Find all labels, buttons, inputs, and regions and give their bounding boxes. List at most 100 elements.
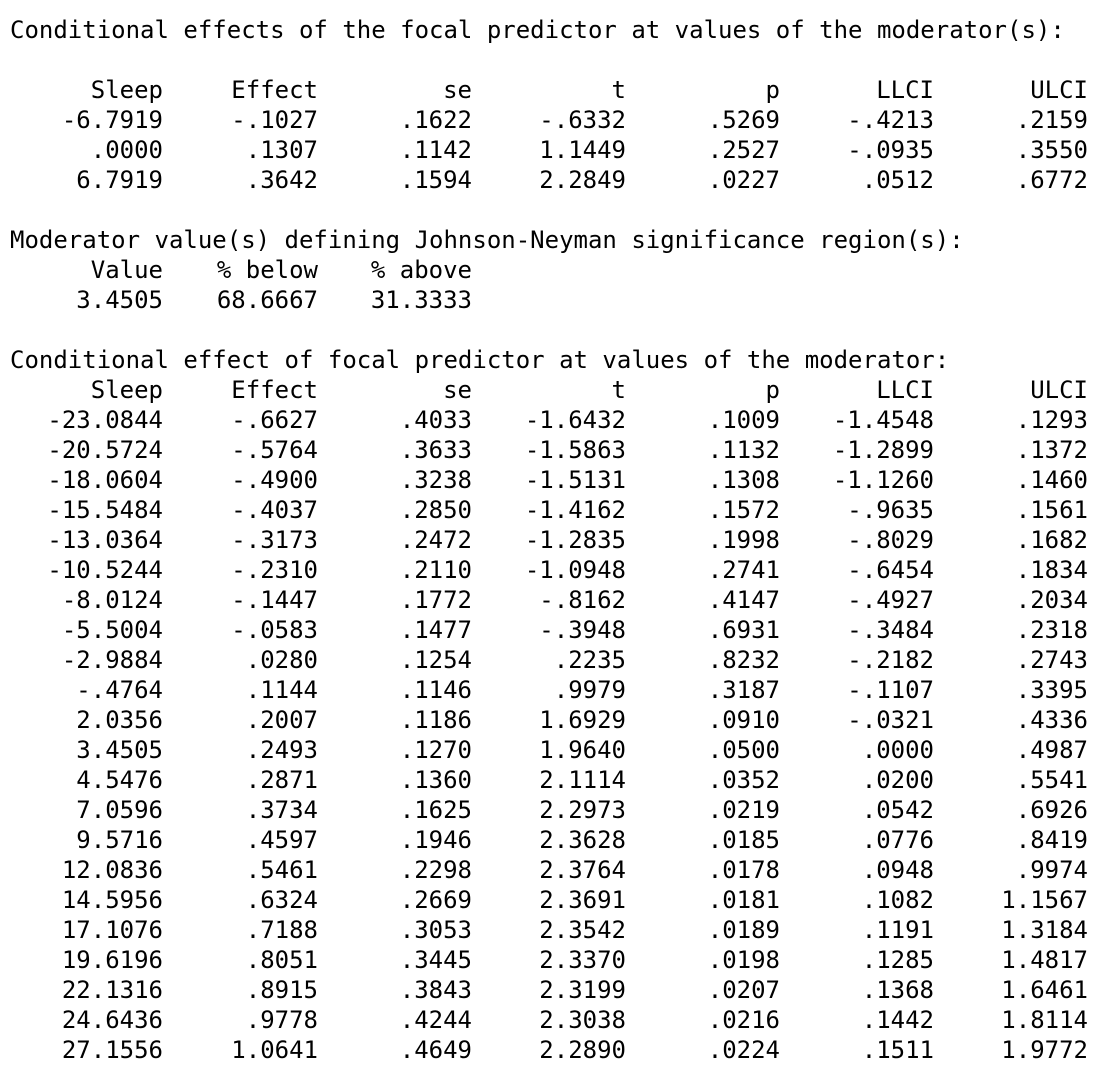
- ulci-cell: .3550: [1015, 136, 1088, 164]
- column-header-percent-above: % above: [370, 256, 472, 284]
- t-cell: 2.3542: [539, 916, 626, 944]
- column-header-p: p: [765, 376, 780, 404]
- effect-cell: -.4037: [231, 496, 318, 524]
- effect-cell: -.3173: [231, 526, 318, 554]
- section2-heading: Moderator value(s) defining Johnson-Neym…: [10, 226, 964, 254]
- llci-cell: .0000: [861, 736, 934, 764]
- se-cell: .1622: [399, 106, 472, 134]
- jn-percent-above: 31.3333: [370, 286, 472, 314]
- column-header-percent-below: % below: [216, 256, 318, 284]
- p-cell: .6931: [707, 616, 780, 644]
- ulci-cell: 1.9772: [1001, 1036, 1088, 1064]
- table-row: -13.0364 -.3173 .2472 -1.2835 .1998 -.8029 .16…: [0, 525, 1116, 555]
- table-row: -15.5484 -.4037 .2850 -1.4162 .1572 -.9635 .15…: [0, 495, 1116, 525]
- table-row: -6.7919 -.1027 .1622 -.6332 .5269 -.4213 .2159: [0, 105, 1116, 135]
- ulci-cell: .2743: [1015, 646, 1088, 674]
- section3-heading: Conditional effect of focal predictor at…: [10, 346, 950, 374]
- effect-cell: .8915: [245, 976, 318, 1004]
- ulci-cell: .8419: [1015, 826, 1088, 854]
- sleep-cell: 22.1316: [61, 976, 163, 1004]
- p-cell: .0181: [707, 886, 780, 914]
- se-cell: .1772: [399, 586, 472, 614]
- llci-cell: .0200: [861, 766, 934, 794]
- sleep-cell: .0000: [90, 136, 163, 164]
- ulci-cell: .4987: [1015, 736, 1088, 764]
- ulci-cell: .1372: [1015, 436, 1088, 464]
- t-cell: 2.3691: [539, 886, 626, 914]
- table-row: 12.0836 .5461 .2298 2.3764 .0178 .0948 .9974: [0, 855, 1116, 885]
- sleep-cell: 3.4505: [76, 736, 163, 764]
- ulci-cell: 1.3184: [1001, 916, 1088, 944]
- sleep-cell: 19.6196: [61, 946, 163, 974]
- t-cell: -1.4162: [524, 496, 626, 524]
- ulci-cell: .2318: [1015, 616, 1088, 644]
- effect-cell: -.4900: [231, 466, 318, 494]
- llci-cell: -.2182: [847, 646, 934, 674]
- t-cell: 2.2890: [539, 1036, 626, 1064]
- sleep-cell: -13.0364: [47, 526, 163, 554]
- se-cell: .2110: [399, 556, 472, 584]
- p-cell: .1009: [707, 406, 780, 434]
- table-row: -8.0124 -.1447 .1772 -.8162 .4147 -.4927 .2034: [0, 585, 1116, 615]
- column-header-t: t: [611, 76, 626, 104]
- table-row: 6.7919 .3642 .1594 2.2849 .0227 .0512 .6772: [0, 165, 1116, 195]
- p-cell: .1132: [707, 436, 780, 464]
- p-cell: .0910: [707, 706, 780, 734]
- sleep-cell: 7.0596: [76, 796, 163, 824]
- ulci-cell: .1561: [1015, 496, 1088, 524]
- se-cell: .2298: [399, 856, 472, 884]
- ulci-cell: .6772: [1015, 166, 1088, 194]
- ulci-cell: .5541: [1015, 766, 1088, 794]
- llci-cell: -.0321: [847, 706, 934, 734]
- ulci-cell: 1.1567: [1001, 886, 1088, 914]
- effect-cell: .1144: [245, 676, 318, 704]
- ulci-cell: .1293: [1015, 406, 1088, 434]
- table-row: -18.0604 -.4900 .3238 -1.5131 .1308 -1.1260 .1…: [0, 465, 1116, 495]
- sleep-cell: 9.5716: [76, 826, 163, 854]
- effect-cell: 1.0641: [231, 1036, 318, 1064]
- se-cell: .1186: [399, 706, 472, 734]
- se-cell: .1146: [399, 676, 472, 704]
- sleep-cell: -15.5484: [47, 496, 163, 524]
- table-row: 14.5956 .6324 .2669 2.3691 .0181 .1082 1.1567: [0, 885, 1116, 915]
- t-cell: -1.5863: [524, 436, 626, 464]
- sleep-cell: 6.7919: [76, 166, 163, 194]
- p-cell: .1308: [707, 466, 780, 494]
- t-cell: 2.3628: [539, 826, 626, 854]
- table-row: 3.4505 .2493 .1270 1.9640 .0500 .0000 .4987: [0, 735, 1116, 765]
- column-header-t: t: [611, 376, 626, 404]
- t-cell: -1.2835: [524, 526, 626, 554]
- llci-cell: .0512: [861, 166, 934, 194]
- se-cell: .3238: [399, 466, 472, 494]
- t-cell: 1.9640: [539, 736, 626, 764]
- se-cell: .1270: [399, 736, 472, 764]
- p-cell: .0185: [707, 826, 780, 854]
- column-header-sleep: Sleep: [90, 76, 163, 104]
- effect-cell: .0280: [245, 646, 318, 674]
- effect-cell: .2493: [245, 736, 318, 764]
- table-row: 24.6436 .9778 .4244 2.3038 .0216 .1442 1.8114: [0, 1005, 1116, 1035]
- section2-value-row: 3.4505 68.6667 31.3333: [0, 285, 1116, 315]
- column-header-ulci: ULCI: [1030, 376, 1088, 404]
- column-header-sleep: Sleep: [90, 376, 163, 404]
- p-cell: .0224: [707, 1036, 780, 1064]
- sleep-cell: -8.0124: [61, 586, 163, 614]
- p-cell: .1572: [707, 496, 780, 524]
- sleep-cell: -20.5724: [47, 436, 163, 464]
- se-cell: .1594: [399, 166, 472, 194]
- ulci-cell: .6926: [1015, 796, 1088, 824]
- llci-cell: .0948: [861, 856, 934, 884]
- section2-header-row: Value % below % above: [0, 255, 1116, 285]
- llci-cell: -.9635: [847, 496, 934, 524]
- table-row: 19.6196 .8051 .3445 2.3370 .0198 .1285 1.4817: [0, 945, 1116, 975]
- ulci-cell: 1.4817: [1001, 946, 1088, 974]
- effect-cell: .2871: [245, 766, 318, 794]
- t-cell: 1.6929: [539, 706, 626, 734]
- sleep-cell: -23.0844: [47, 406, 163, 434]
- p-cell: .0178: [707, 856, 780, 884]
- p-cell: .0207: [707, 976, 780, 1004]
- p-cell: .0500: [707, 736, 780, 764]
- t-cell: 2.3199: [539, 976, 626, 1004]
- ulci-cell: .9974: [1015, 856, 1088, 884]
